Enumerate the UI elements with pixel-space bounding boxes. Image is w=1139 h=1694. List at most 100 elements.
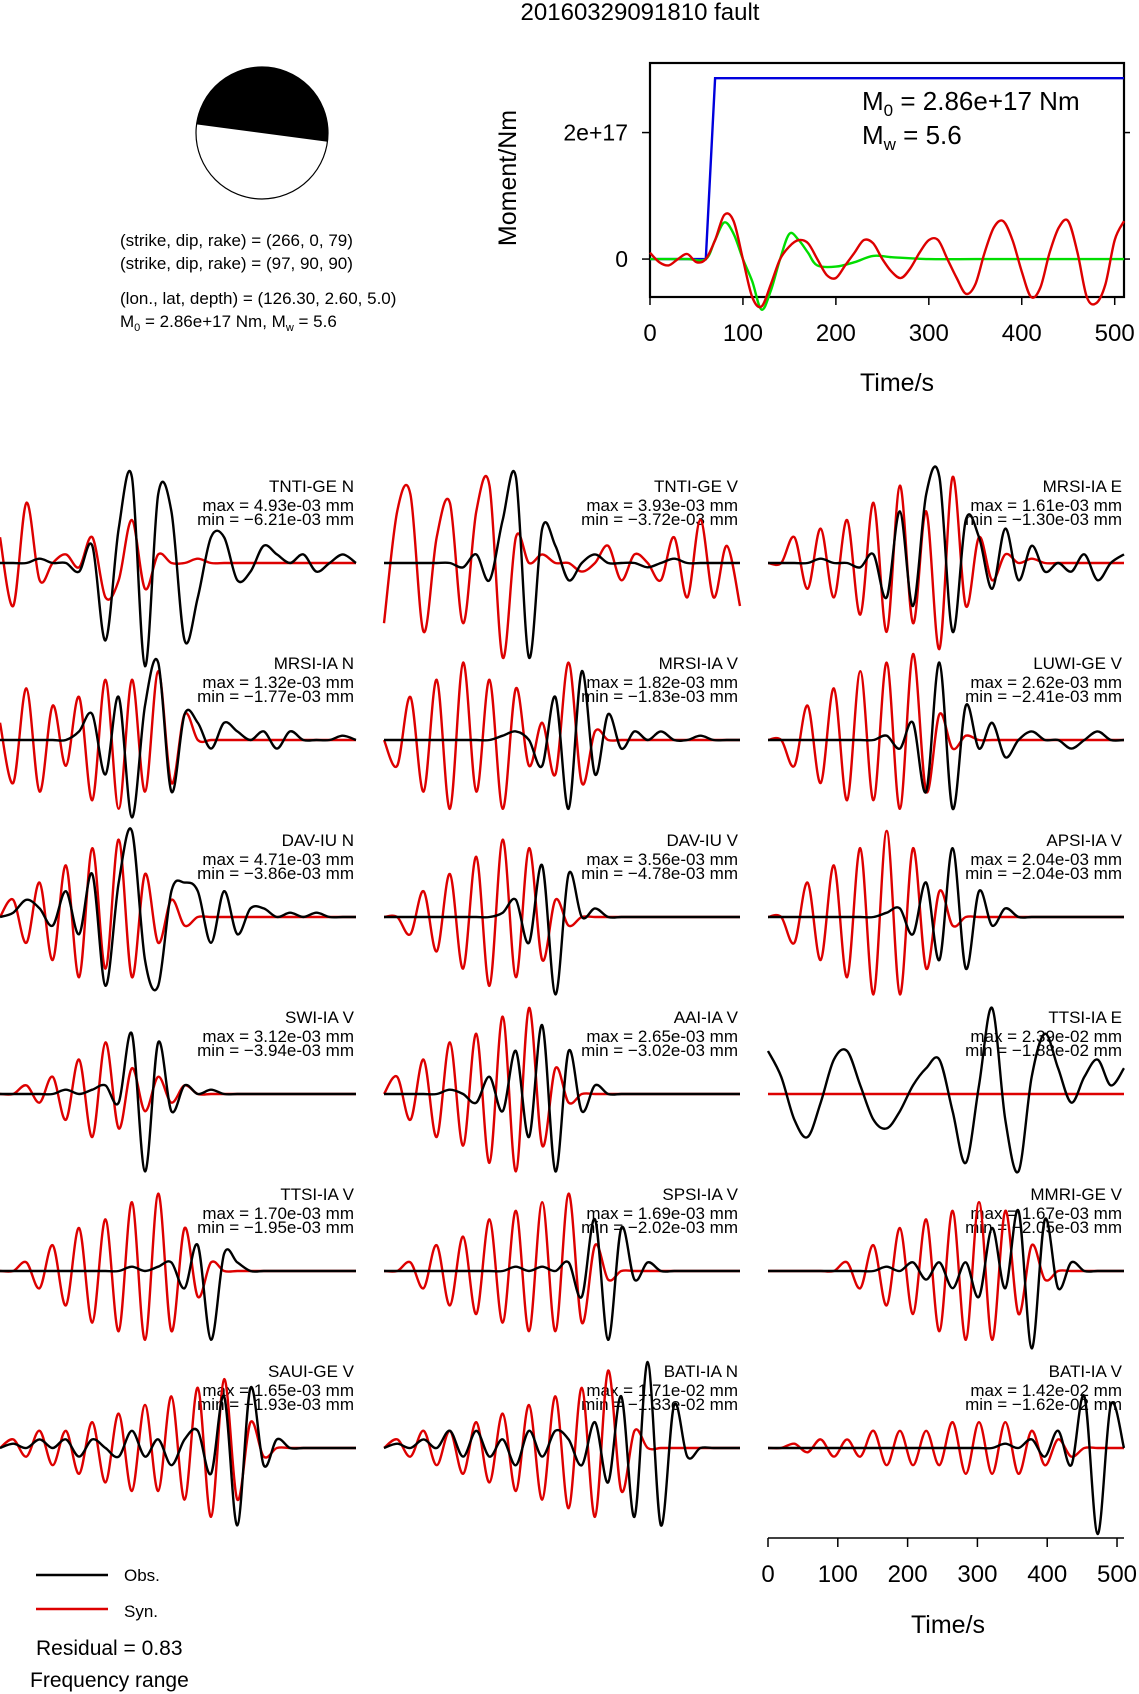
beachball <box>195 66 329 200</box>
station-label: TNTI-GE N <box>269 477 354 496</box>
waveform-max-label: max = 2.65e-03 mm <box>586 1027 738 1046</box>
station-label: TNTI-GE V <box>654 477 739 496</box>
legend-syn-label: Syn. <box>124 1602 158 1621</box>
moment-y-tick-label: 2e+17 <box>563 120 628 146</box>
waveform-max-label: max = 3.56e-03 mm <box>586 850 738 869</box>
observed-waveform <box>0 469 357 668</box>
waveform-max-label: max = 2.04e-03 mm <box>970 850 1122 869</box>
legend: Obs. Syn. Residual = 0.83 Frequency rang… <box>30 1566 189 1692</box>
waveform-max-label: max = 1.71e-02 mm <box>586 1381 738 1400</box>
info-line-3: (lon., lat, depth) = (126.30, 2.60, 5.0) <box>120 289 396 308</box>
moment-y-tick-label: 0 <box>615 246 628 272</box>
waveform-max-label: max = 1.61e-03 mm <box>970 496 1122 515</box>
moment-y-axis-label: Moment/Nm <box>494 110 522 246</box>
observed-waveform <box>383 469 740 659</box>
observed-waveform <box>384 864 740 996</box>
station-label: LUWI-GE V <box>1033 654 1122 673</box>
station-label: MRSI-IA E <box>1043 477 1122 496</box>
waveform-max-label: max = 1.65e-03 mm <box>202 1381 354 1400</box>
time-axis-tick-label: 400 <box>1027 1561 1067 1588</box>
observed-waveform <box>383 669 740 811</box>
observed-waveform <box>767 661 1125 811</box>
observed-waveform <box>767 465 1125 634</box>
moment-x-tick-label: 500 <box>1095 320 1135 347</box>
waveform-min-label: min = −1.83e-03 mm <box>581 687 738 706</box>
station-label: SAUI-GE V <box>268 1362 355 1381</box>
waveform-min-label: min = −1.95e-03 mm <box>197 1218 354 1237</box>
waveform-max-label: max = 1.32e-03 mm <box>202 673 354 692</box>
residual-text: Residual = 0.83 <box>36 1637 183 1660</box>
station-label: SWI-IA V <box>285 1008 355 1027</box>
moment-x-tick-label: 400 <box>1002 320 1042 347</box>
observed-waveform <box>0 1386 356 1527</box>
figure-title: 20160329091810 fault <box>521 0 760 26</box>
moment-series-line <box>649 212 1126 309</box>
observed-waveform <box>384 1023 740 1173</box>
observed-waveform <box>0 1031 356 1173</box>
waveform-max-label: max = 3.93e-03 mm <box>586 496 738 515</box>
station-label: SPSI-IA V <box>662 1185 738 1204</box>
waveform-min-label: min = −3.72e-03 mm <box>581 510 738 529</box>
waveform-max-label: max = 3.12e-03 mm <box>202 1027 354 1046</box>
station-label: BATI-IA N <box>664 1362 738 1381</box>
station-label: APSI-IA V <box>1046 831 1122 850</box>
observed-waveform <box>768 846 1124 970</box>
moment-x-tick-label: 0 <box>643 320 656 347</box>
station-label: MMRI-GE V <box>1030 1185 1122 1204</box>
time-axis-tick-label: 500 <box>1097 1561 1137 1588</box>
moment-x-axis-label: Time/s <box>860 369 934 397</box>
waveform-min-label: min = −3.94e-03 mm <box>197 1041 354 1060</box>
waveform-time-axis: 0 100 200 300 400 500 Time/s <box>761 1537 1137 1639</box>
waveform-min-label: min = −1.93e-03 mm <box>197 1395 354 1414</box>
waveform-max-label: max = 2.62e-03 mm <box>970 673 1122 692</box>
waveform-min-label: min = −3.02e-03 mm <box>581 1041 738 1060</box>
time-axis-tick-label: 300 <box>957 1561 997 1588</box>
observed-waveform <box>0 658 357 819</box>
waveform-min-label: min = −2.04e-03 mm <box>965 864 1122 883</box>
waveform-max-label: max = 1.82e-03 mm <box>586 673 738 692</box>
waveform-min-label: min = −1.88e-02 mm <box>965 1041 1122 1060</box>
legend-obs-label: Obs. <box>124 1566 160 1585</box>
time-axis-tick-label: 100 <box>818 1561 858 1588</box>
station-label: DAV-IU V <box>667 831 739 850</box>
station-label: TTSI-IA E <box>1048 1008 1122 1027</box>
waveform-min-label: min = −1.62e-02 mm <box>965 1395 1122 1414</box>
waveform-max-label: max = 1.69e-03 mm <box>586 1204 738 1223</box>
observed-waveform <box>383 1360 740 1527</box>
waveform-max-label: max = 4.71e-03 mm <box>202 850 354 869</box>
station-label: MRSI-IA N <box>274 654 354 673</box>
waveform-min-label: min = −2.41e-03 mm <box>965 687 1122 706</box>
waveform-max-label: max = 4.93e-03 mm <box>202 496 354 515</box>
waveform-min-label: min = −6.21e-03 mm <box>197 510 354 529</box>
waveform-max-label: max = 2.39e-02 mm <box>970 1027 1122 1046</box>
moment-x-tick-label: 100 <box>723 320 763 347</box>
waveform-min-label: min = −3.86e-03 mm <box>197 864 354 883</box>
info-line-1: (strike, dip, rake) = (266, 0, 79) <box>120 231 353 250</box>
waveform-max-label: max = 1.70e-03 mm <box>202 1204 354 1223</box>
synthetic-waveform <box>767 475 1124 651</box>
waveform-min-label: min = −2.02e-03 mm <box>581 1218 738 1237</box>
observed-waveform <box>383 1218 740 1342</box>
waveform-min-label: min = −4.78e-03 mm <box>581 864 738 883</box>
waveform-min-label: min = −1.77e-03 mm <box>197 687 354 706</box>
time-axis-tick-label: 0 <box>761 1561 774 1588</box>
observed-waveform <box>0 1243 356 1342</box>
observed-waveform <box>0 827 356 992</box>
